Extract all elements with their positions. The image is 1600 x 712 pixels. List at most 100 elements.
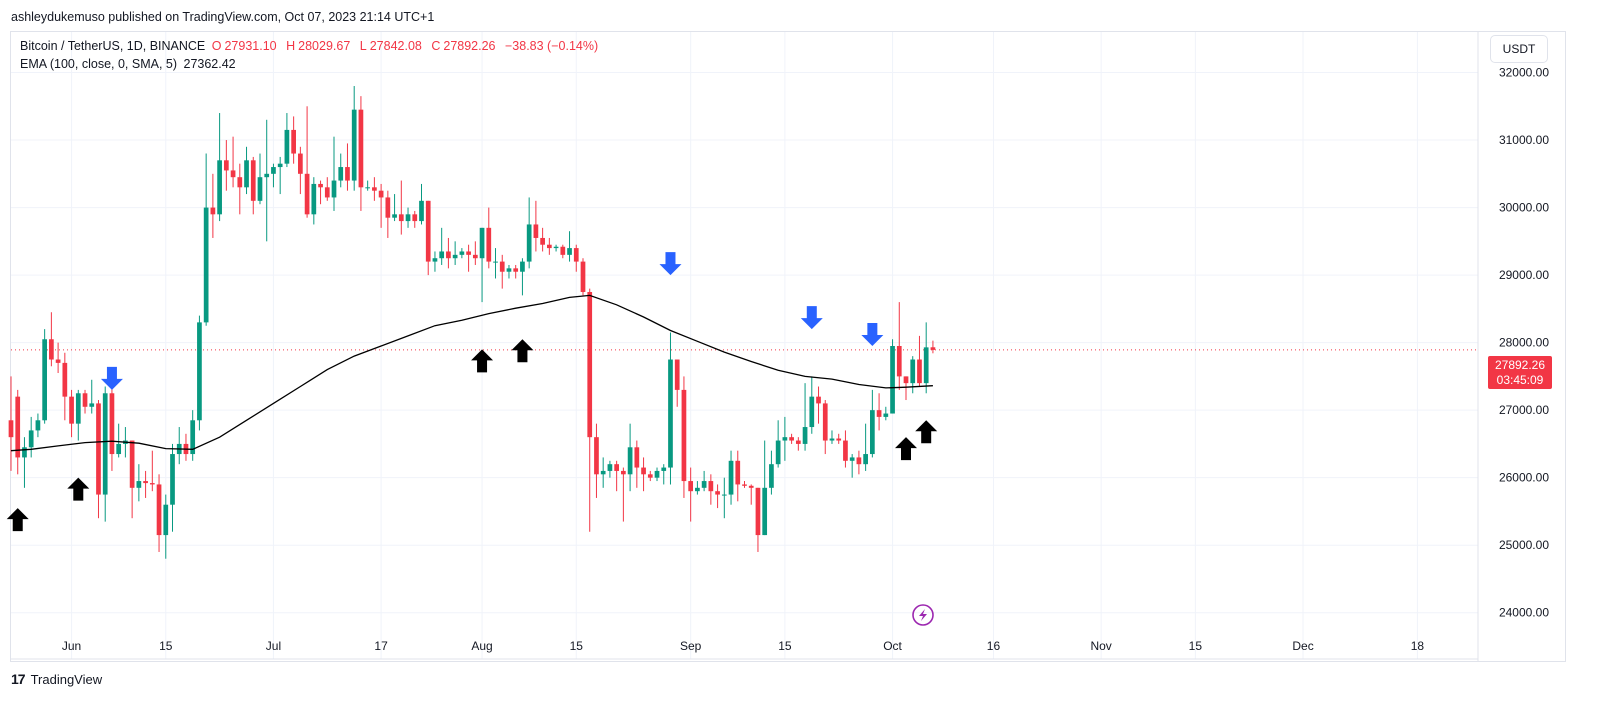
candle[interactable]	[284, 113, 290, 168]
candle[interactable]	[82, 389, 88, 414]
candle[interactable]	[526, 197, 532, 269]
candle[interactable]	[506, 264, 512, 279]
candle[interactable]	[769, 450, 774, 495]
candle[interactable]	[587, 288, 593, 532]
candle[interactable]	[627, 423, 633, 492]
candle[interactable]	[69, 389, 74, 438]
candle[interactable]	[365, 180, 371, 191]
candle[interactable]	[600, 457, 606, 488]
candle[interactable]	[398, 180, 404, 235]
candle[interactable]	[816, 386, 821, 424]
candle[interactable]	[674, 359, 680, 407]
candle[interactable]	[708, 474, 714, 505]
candle[interactable]	[264, 119, 270, 242]
candle[interactable]	[96, 400, 101, 519]
candle[interactable]	[432, 251, 438, 272]
candle[interactable]	[809, 376, 815, 434]
candle[interactable]	[102, 386, 108, 522]
candle[interactable]	[385, 190, 391, 238]
candle[interactable]	[762, 440, 768, 536]
candle[interactable]	[560, 244, 566, 259]
candle[interactable]	[721, 477, 727, 519]
candle[interactable]	[903, 376, 909, 401]
candle[interactable]	[351, 86, 357, 191]
candle[interactable]	[661, 464, 667, 485]
candle[interactable]	[190, 410, 196, 461]
candle[interactable]	[62, 352, 68, 421]
candle[interactable]	[35, 413, 41, 438]
candle[interactable]	[466, 244, 471, 272]
candle[interactable]	[910, 356, 916, 394]
candle[interactable]	[22, 437, 27, 488]
candle[interactable]	[42, 329, 48, 424]
candle[interactable]	[250, 156, 256, 215]
candle[interactable]	[412, 210, 418, 228]
candle[interactable]	[728, 450, 734, 505]
candle[interactable]	[55, 342, 61, 374]
candle[interactable]	[345, 143, 350, 191]
candle[interactable]	[829, 430, 835, 444]
candle[interactable]	[735, 450, 741, 502]
candle[interactable]	[822, 400, 828, 455]
candle[interactable]	[540, 227, 545, 252]
candle[interactable]	[681, 376, 687, 498]
candle[interactable]	[802, 383, 808, 451]
candle[interactable]	[836, 433, 842, 444]
candle[interactable]	[129, 440, 135, 519]
candle[interactable]	[795, 437, 801, 451]
candle[interactable]	[695, 481, 700, 495]
candle[interactable]	[668, 332, 673, 485]
candle[interactable]	[277, 156, 283, 195]
candle[interactable]	[298, 146, 303, 195]
candle[interactable]	[291, 116, 296, 164]
candle[interactable]	[304, 106, 310, 218]
candle[interactable]	[843, 430, 848, 468]
candle[interactable]	[546, 237, 552, 255]
candle[interactable]	[621, 467, 626, 522]
candle[interactable]	[89, 379, 95, 414]
candle[interactable]	[75, 389, 81, 441]
candle[interactable]	[856, 450, 862, 475]
candle[interactable]	[197, 315, 202, 431]
candle[interactable]	[607, 460, 613, 478]
candle[interactable]	[849, 454, 855, 478]
candle[interactable]	[425, 200, 431, 276]
candle[interactable]	[358, 96, 364, 211]
candle[interactable]	[109, 383, 115, 471]
candle[interactable]	[890, 339, 895, 414]
candle[interactable]	[876, 393, 882, 431]
candle[interactable]	[499, 254, 505, 289]
candle[interactable]	[742, 481, 747, 488]
candle[interactable]	[452, 241, 458, 265]
candle[interactable]	[533, 200, 539, 252]
candle[interactable]	[257, 153, 263, 205]
candle[interactable]	[217, 113, 222, 222]
candle[interactable]	[230, 136, 236, 188]
candle[interactable]	[331, 136, 337, 211]
candle[interactable]	[647, 470, 653, 482]
candle[interactable]	[311, 177, 317, 225]
candle[interactable]	[459, 248, 465, 259]
candle[interactable]	[883, 406, 889, 421]
candle[interactable]	[372, 177, 377, 201]
candle[interactable]	[634, 440, 640, 488]
candle[interactable]	[149, 450, 155, 492]
candle[interactable]	[419, 183, 424, 225]
candle[interactable]	[156, 474, 162, 552]
candle[interactable]	[472, 241, 478, 265]
candle[interactable]	[318, 180, 323, 205]
candle[interactable]	[324, 177, 330, 201]
candle[interactable]	[203, 153, 209, 326]
candle[interactable]	[688, 467, 694, 522]
candle[interactable]	[654, 467, 660, 482]
candle[interactable]	[439, 227, 445, 265]
candle[interactable]	[479, 227, 485, 303]
candle[interactable]	[116, 423, 122, 458]
candle[interactable]	[338, 153, 344, 188]
candle[interactable]	[755, 487, 761, 552]
symbol-name[interactable]: Bitcoin / TetherUS, 1D, BINANCE	[20, 39, 206, 53]
candle[interactable]	[237, 163, 243, 215]
candle[interactable]	[715, 484, 720, 509]
ema-label[interactable]: EMA (100, close, 0, SMA, 5)	[20, 57, 178, 71]
